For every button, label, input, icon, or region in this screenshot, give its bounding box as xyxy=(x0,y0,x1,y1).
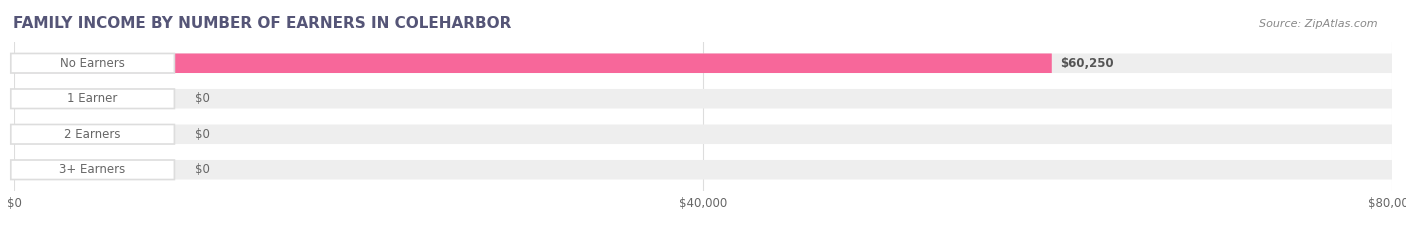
Text: $0: $0 xyxy=(195,163,209,176)
Text: FAMILY INCOME BY NUMBER OF EARNERS IN COLEHARBOR: FAMILY INCOME BY NUMBER OF EARNERS IN CO… xyxy=(13,16,510,31)
FancyBboxPatch shape xyxy=(11,89,174,109)
Text: $0: $0 xyxy=(195,92,209,105)
Text: 1 Earner: 1 Earner xyxy=(67,92,118,105)
FancyBboxPatch shape xyxy=(14,89,1392,109)
Text: 2 Earners: 2 Earners xyxy=(65,128,121,141)
FancyBboxPatch shape xyxy=(11,124,174,144)
FancyBboxPatch shape xyxy=(14,54,1392,73)
FancyBboxPatch shape xyxy=(14,54,1052,73)
Text: $60,250: $60,250 xyxy=(1060,57,1114,70)
Text: $0: $0 xyxy=(195,128,209,141)
FancyBboxPatch shape xyxy=(14,160,1392,179)
Text: No Earners: No Earners xyxy=(60,57,125,70)
FancyBboxPatch shape xyxy=(11,54,174,73)
FancyBboxPatch shape xyxy=(11,160,174,179)
Text: Source: ZipAtlas.com: Source: ZipAtlas.com xyxy=(1260,19,1378,29)
FancyBboxPatch shape xyxy=(14,124,1392,144)
Text: 3+ Earners: 3+ Earners xyxy=(59,163,125,176)
